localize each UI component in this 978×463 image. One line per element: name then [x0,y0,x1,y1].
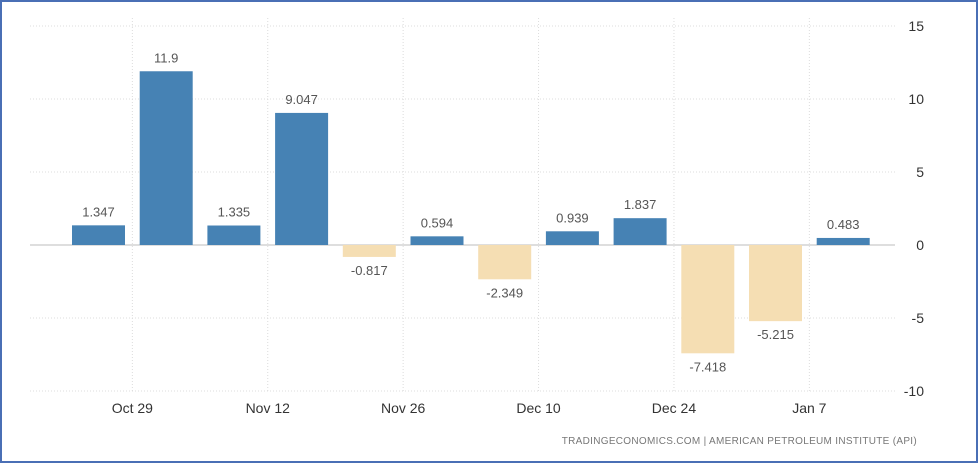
y-tick-label: 10 [908,91,924,107]
bar [410,236,464,245]
y-axis-ticks: 15 10 5 0 -5 -10 [904,18,924,399]
source-note: TRADINGECONOMICS.COM | AMERICAN PETROLEU… [562,436,917,447]
bar [749,245,802,322]
data-label: 11.9 [154,50,178,65]
data-label: 0.939 [556,210,589,225]
data-label: 1.335 [218,205,251,220]
x-tick-label: Nov 26 [381,400,426,416]
bar [207,225,261,245]
bar [275,112,329,245]
bar [72,225,125,245]
x-tick-label: Oct 29 [112,400,153,416]
y-tick-label: 0 [916,237,924,253]
data-label: -2.349 [486,285,523,300]
data-label: 9.047 [285,92,318,107]
x-tick-label: Dec 24 [652,400,697,416]
bar [478,245,532,280]
data-label: 0.594 [421,215,454,230]
x-tick-label: Jan 7 [792,400,826,416]
x-axis-ticks: Oct 29 Nov 12 Nov 26 Dec 10 Dec 24 Jan 7 [112,400,827,416]
data-label: 0.483 [827,217,860,232]
bar [681,245,735,354]
bars [72,71,870,354]
y-tick-label: 5 [916,164,924,180]
bar [342,245,396,257]
data-labels: 1.347 11.9 1.335 9.047 -0.817 0.594 -2.349 0.93… [82,50,859,374]
data-label: -0.817 [351,263,388,278]
data-label: 1.837 [624,197,657,212]
data-label: 1.347 [82,204,115,219]
x-tick-label: Nov 12 [246,400,291,416]
data-label: -7.418 [689,359,726,374]
bar [139,71,193,245]
data-label: -5.215 [757,327,794,342]
y-tick-label: -10 [904,383,924,399]
bar [613,218,667,245]
y-tick-label: 15 [908,18,924,34]
x-tick-label: Dec 10 [516,400,561,416]
bar [816,237,870,245]
bar [545,231,599,245]
y-tick-label: -5 [912,310,925,326]
